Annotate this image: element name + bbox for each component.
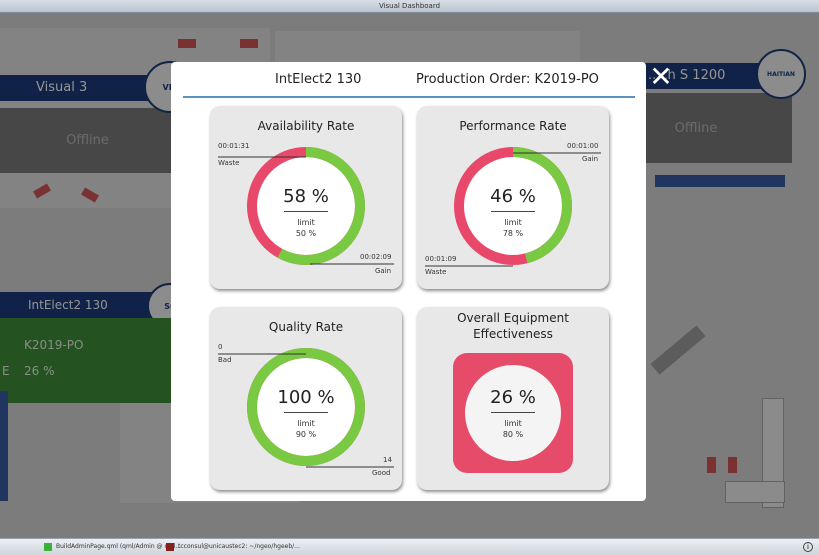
card-title-line2: Effectiveness: [473, 327, 553, 341]
bg-marker: [707, 457, 716, 473]
gain-label: Gain: [582, 155, 599, 163]
gauge-ring-good: [247, 348, 365, 466]
bg-machine-status-green: K2019-PO E 26 %: [0, 318, 175, 403]
info-icon[interactable]: i: [803, 542, 813, 552]
rate-value: 100 %: [277, 387, 335, 408]
waste-label: Waste: [218, 159, 240, 167]
close-button[interactable]: ✕: [648, 63, 674, 91]
editor-icon: [44, 543, 52, 551]
good-count: 14: [383, 456, 392, 464]
taskbar: BuildAdminPage.qml (qml/Admin @ cod... t…: [0, 538, 819, 555]
divider: [284, 412, 328, 413]
card-title: Overall Equipment Effectiveness: [417, 310, 609, 342]
gauge-center: 100 % limit 90 %: [266, 387, 346, 440]
oee-indicator: [453, 353, 573, 473]
bg-rail: [725, 481, 785, 503]
bg-order: K2019-PO: [24, 338, 84, 352]
good-label: Good: [372, 469, 391, 477]
limit-value: 78 %: [502, 229, 524, 238]
card-title-line1: Overall Equipment: [457, 311, 569, 325]
bg-machine-strip: [0, 391, 8, 501]
limit-label: limit: [297, 218, 315, 227]
bad-label: Bad: [218, 356, 232, 364]
waste-time: 00:01:09: [425, 255, 457, 263]
close-icon: ✕: [649, 60, 673, 93]
taskbar-item-terminal[interactable]: tcconsul@unicaustec2: ~/ngeo/hgeeb/...: [166, 541, 300, 553]
quality-gauge: [218, 348, 394, 468]
limit-value: 80 %: [502, 430, 524, 439]
card-title: Quality Rate: [268, 320, 344, 334]
rate-value: 58 %: [283, 186, 329, 207]
rate-value: 46 %: [490, 186, 536, 207]
gauge-inner: [252, 353, 360, 461]
production-order: Production Order: K2019-PO: [416, 72, 599, 87]
gain-time: 00:01:00: [567, 142, 599, 150]
waste-label: Waste: [425, 268, 447, 276]
limit-label: limit: [297, 419, 315, 428]
limit-label: limit: [504, 218, 522, 227]
bg-machine-header-visual3[interactable]: Visual 3: [0, 75, 170, 101]
gauge-center: 26 % limit 80 %: [473, 387, 553, 440]
waste-time: 00:01:31: [218, 142, 250, 150]
machine-name: IntElect2 130: [275, 72, 362, 87]
bg-machine-header-intelect[interactable]: IntElect2 130: [0, 292, 170, 318]
gauge-center: 58 % limit 50 %: [266, 186, 346, 239]
card-title: Performance Rate: [459, 119, 567, 133]
gauge-inner: [459, 152, 567, 260]
performance-card: Performance Rate 00:01:00 Gain 00:01:09 …: [417, 106, 609, 289]
terminal-icon: [166, 543, 174, 551]
gauge-ring-good: [247, 147, 365, 265]
taskbar-item-editor[interactable]: BuildAdminPage.qml (qml/Admin @ cod...: [44, 541, 181, 553]
availability-card: Availability Rate 00:01:31 Waste 00:02:0…: [210, 106, 402, 289]
limit-value: 50 %: [295, 229, 317, 238]
window-titlebar: Visual Dashboard: [0, 0, 819, 13]
divider: [491, 211, 535, 212]
limit-value: 90 %: [295, 430, 317, 439]
bg-marker: [178, 39, 196, 48]
bad-count: 0: [218, 343, 223, 351]
divider: [284, 211, 328, 212]
bg-oee-label: E: [2, 364, 10, 378]
gain-time: 00:02:09: [360, 253, 392, 261]
bg-marker: [240, 39, 258, 48]
bg-status-offline: Offline: [0, 108, 175, 173]
window-title: Visual Dashboard: [378, 2, 441, 10]
bg-oee-value: 26 %: [24, 364, 55, 378]
gain-label: Gain: [375, 267, 392, 275]
oee-card: Overall Equipment Effectiveness 26 % lim…: [417, 307, 609, 490]
bg-machine-strip: [655, 175, 785, 187]
quality-card: Quality Rate 0 Bad 14 Good 100 % limit 9…: [210, 307, 402, 490]
gauge-inner: [252, 152, 360, 260]
machine-detail-dialog: IntElect2 130 Production Order: K2019-PO…: [171, 62, 646, 501]
gauge-ring-good: [454, 147, 572, 265]
availability-gauge: [218, 147, 394, 265]
performance-gauge: [425, 147, 601, 267]
rate-value: 26 %: [490, 387, 536, 408]
bg-rail: [762, 398, 784, 508]
dialog-header: IntElect2 130 Production Order: K2019-PO: [183, 72, 635, 98]
divider: [491, 412, 535, 413]
bg-marker: [728, 457, 737, 473]
gauge-center: 46 % limit 78 %: [473, 186, 553, 239]
limit-label: limit: [504, 419, 522, 428]
oee-inner: [465, 365, 561, 461]
bg-haitian-logo: HAITIAN: [756, 49, 806, 99]
card-title: Availability Rate: [257, 119, 355, 133]
